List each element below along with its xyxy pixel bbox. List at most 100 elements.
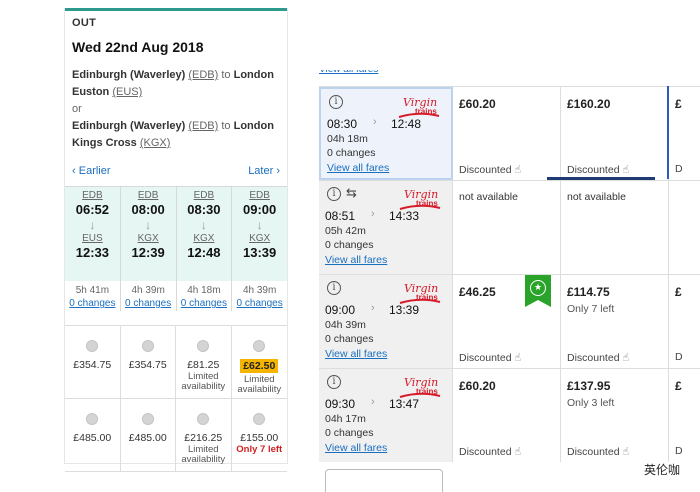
arr-station-code: EUS [82, 233, 103, 244]
departure-time: 08:30 [187, 202, 221, 217]
train-info-cell[interactable]: i Virgin trains 09:00 › 13:39 04h 39m 0 … [319, 275, 453, 368]
info-icon[interactable]: i [327, 187, 341, 201]
fare-cell[interactable]: £ D [669, 87, 700, 180]
panel-accent-bar [65, 8, 287, 11]
train-info-cell[interactable]: i Virgin trains 09:30 › 13:47 04h 17m 0 … [319, 369, 453, 462]
fare-option[interactable]: £354.75 [65, 326, 121, 399]
view-all-fares-link[interactable]: View all fares [325, 442, 388, 454]
info-icon[interactable]: i [327, 281, 341, 295]
info-icon[interactable]: i [327, 375, 341, 389]
train-column[interactable]: EDB 06:52 ↓ EUS 12:33 5h 41m 0 changes [65, 187, 121, 311]
dep-station-code: EDB [137, 190, 159, 201]
railcard-icon: ☝ [622, 446, 630, 458]
railcard-icon: ☝ [514, 164, 522, 176]
view-all-fares-link[interactable]: View all fares [325, 348, 388, 360]
chevron-right-icon: › [371, 208, 375, 220]
fare-option[interactable]: £485.00 [65, 399, 121, 472]
chevron-right-icon: › [371, 302, 375, 314]
train-column[interactable]: EDB 08:30 ↓ KGX 12:48 4h 18m 0 changes [176, 187, 233, 311]
earlier-link[interactable]: ‹ Earlier [72, 165, 111, 177]
fare-radio[interactable] [86, 413, 99, 425]
fare-radio[interactable] [86, 340, 99, 352]
discount-text: Discounted [567, 164, 620, 176]
star-icon: ★ [530, 280, 546, 296]
changes-link[interactable]: 0 changes [125, 298, 172, 309]
fare-price: £60.20 [459, 97, 496, 111]
chevron-right-icon: › [276, 165, 280, 177]
changes-link[interactable]: 0 changes [69, 298, 116, 309]
fare-cell[interactable]: £46.25 ★ Discounted ☝ [453, 275, 561, 368]
train-info-cell[interactable]: i ⇆ Virgin trains 08:51 › 14:33 05h 42m … [319, 181, 453, 274]
changes: 0 changes [325, 427, 374, 439]
train-info-cell[interactable]: i Virgin trains 08:30 › 12:48 04h 18m 0 … [319, 87, 453, 180]
fare-price: £155.00 [240, 432, 279, 444]
arrival-time: 12:33 [75, 245, 109, 260]
svg-text:Virgin: Virgin [403, 96, 437, 109]
fare-option[interactable]: £81.25 Limited availability [176, 326, 232, 399]
selected-fare-indicator [547, 177, 655, 180]
railcard-icon: ☝ [622, 164, 630, 176]
next-train-card[interactable] [325, 469, 443, 492]
fare-price: £60.20 [459, 379, 496, 393]
departure-time: 06:52 [75, 202, 109, 217]
origin-code: (EDB) [188, 69, 219, 81]
fare-cell[interactable]: £114.75 Only 7 left Discounted ☝ [561, 275, 669, 368]
fare-option[interactable]: £216.25 Limited availability [176, 399, 232, 472]
fare-cell[interactable]: £ D [669, 369, 700, 462]
discounted-label: D [675, 445, 683, 457]
logo-text: trains [415, 107, 437, 116]
fare-option[interactable]: £485.00 [120, 399, 176, 472]
discounted-label: Discounted ☝ [459, 163, 521, 176]
fare-price: £354.75 [73, 359, 112, 371]
fare-price: £ [675, 379, 682, 393]
chevron-left-icon: ‹ [72, 165, 76, 177]
info-icon[interactable]: i [329, 95, 343, 109]
view-all-fares-link[interactable]: View all fares [327, 162, 390, 174]
logo-text: trains [416, 199, 438, 208]
changes-link[interactable]: 0 changes [180, 298, 227, 309]
later-link[interactable]: Later › [248, 165, 280, 177]
virgin-trains-logo: Virgin trains [399, 282, 441, 304]
destination-station: London Euston [72, 69, 274, 98]
duration: 4h 39m [242, 285, 277, 296]
fare-cell[interactable]: £160.20 Discounted ☝ [561, 87, 669, 180]
fare-option[interactable]: £62.50 Limited availability [231, 326, 287, 399]
origin-code: (EDB) [188, 120, 219, 132]
fare-radio[interactable] [253, 413, 266, 425]
view-all-fares-link[interactable]: View all fares [319, 70, 378, 78]
duration: 04h 18m [327, 133, 368, 145]
train-column[interactable]: EDB 09:00 ↓ KGX 13:39 4h 39m 0 changes [232, 187, 287, 311]
fare-radio[interactable] [253, 340, 266, 352]
arr-station-code: KGX [193, 233, 215, 244]
to-word: to [221, 120, 231, 132]
fare-price: £137.95 [567, 379, 611, 393]
arr-station-code: KGX [137, 233, 159, 244]
train-column[interactable]: EDB 08:00 ↓ KGX 12:39 4h 39m 0 changes [120, 187, 177, 311]
virgin-trains-logo: Virgin trains [399, 188, 441, 210]
fare-option[interactable]: £155.00 Only 7 left [231, 399, 287, 472]
arrival-time: 12:39 [131, 245, 165, 260]
fare-price: £485.00 [128, 432, 167, 444]
arrow-down-icon: ↓ [145, 218, 152, 232]
fare-radio[interactable] [197, 413, 210, 425]
arrival-time: 13:39 [389, 303, 420, 317]
fare-option[interactable]: £354.75 [120, 326, 176, 399]
fare-radio[interactable] [197, 340, 210, 352]
fare-price: £354.75 [128, 359, 167, 371]
table-row: i Virgin trains 09:30 › 13:47 04h 17m 0 … [319, 368, 700, 462]
origin-station: Edinburgh (Waverley) [72, 69, 186, 81]
fare-radio[interactable] [141, 413, 154, 425]
changes-link[interactable]: 0 changes [236, 298, 283, 309]
fare-price: £485.00 [73, 432, 112, 444]
discounted-label: Discounted ☝ [567, 163, 629, 176]
fare-cell[interactable]: £60.20 Discounted ☝ [453, 369, 561, 462]
fare-note-urgent: Only 7 left [236, 444, 283, 455]
changes: 0 changes [327, 147, 376, 159]
departure-time: 09:00 [325, 303, 356, 317]
view-all-fares-link[interactable]: View all fares [325, 254, 388, 266]
fare-radio[interactable] [141, 340, 154, 352]
fare-cell[interactable]: £ D [669, 275, 700, 368]
virgin-trains-logo: Virgin trains [399, 376, 441, 398]
fare-cell[interactable]: £137.95 Only 3 left Discounted ☝ [561, 369, 669, 462]
fare-cell[interactable]: £60.20 Discounted ☝ [453, 87, 561, 180]
